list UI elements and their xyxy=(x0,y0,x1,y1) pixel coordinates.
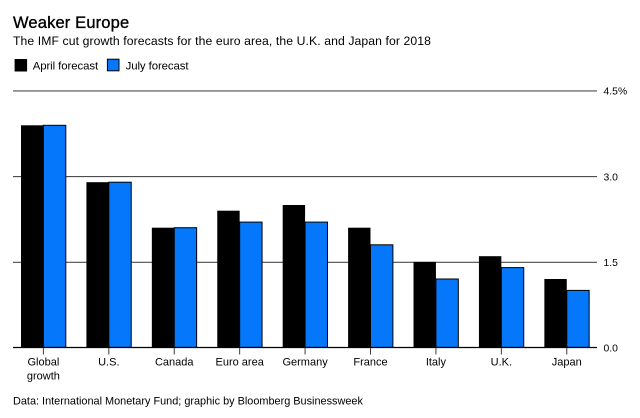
svg-text:Germany: Germany xyxy=(282,356,328,368)
svg-text:U.S.: U.S. xyxy=(98,356,119,368)
svg-text:1.5: 1.5 xyxy=(604,258,619,269)
svg-text:Global: Global xyxy=(28,356,60,368)
svg-text:Data: International Monetary F: Data: International Monetary Fund; graph… xyxy=(13,396,363,408)
svg-text:growth: growth xyxy=(27,370,60,382)
svg-text:The IMF cut growth forecasts f: The IMF cut growth forecasts for the eur… xyxy=(13,34,431,48)
svg-text:Japan: Japan xyxy=(552,356,582,368)
svg-text:Euro area: Euro area xyxy=(216,356,265,368)
svg-text:Canada: Canada xyxy=(155,356,194,368)
svg-text:0.0: 0.0 xyxy=(604,343,619,354)
svg-text:Weaker Europe: Weaker Europe xyxy=(13,14,129,32)
svg-text:April forecast: April forecast xyxy=(33,60,99,72)
svg-text:Italy: Italy xyxy=(426,356,447,368)
svg-text:3.0: 3.0 xyxy=(604,172,619,183)
svg-text:July forecast: July forecast xyxy=(126,60,190,72)
svg-text:France: France xyxy=(353,356,387,368)
svg-text:U.K.: U.K. xyxy=(491,356,512,368)
svg-text:4.5%: 4.5% xyxy=(604,87,628,98)
